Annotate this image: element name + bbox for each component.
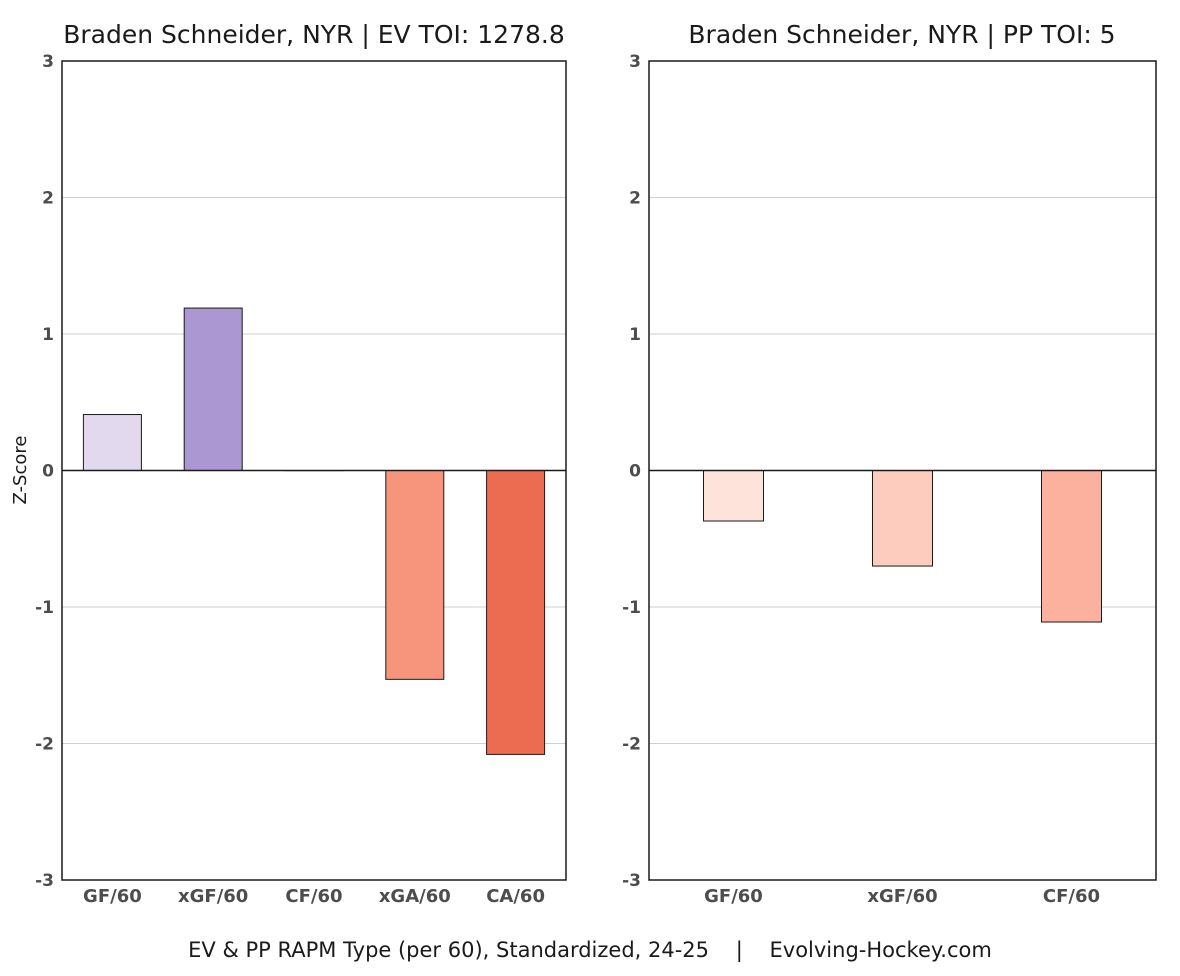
bar-xga-per-60 (385, 470, 445, 680)
x-tick-label: CA/60 (486, 886, 545, 907)
x-tick-label: GF/60 (83, 886, 142, 907)
x-tick-label: xGF/60 (178, 886, 248, 907)
y-tick-label: 0 (629, 462, 641, 482)
bar-ca-per-60 (486, 470, 546, 755)
panel-1-title: Braden Schneider, NYR | EV TOI: 1278.8 (63, 20, 565, 49)
panel-border (648, 60, 1157, 881)
y-tick-label: -1 (35, 598, 54, 618)
x-tick-label: CF/60 (1043, 886, 1100, 907)
bar-xgf-per-60 (183, 307, 243, 471)
y-tick-label: 1 (42, 325, 54, 345)
bar-cf-per-60 (1041, 470, 1102, 623)
x-tick-label: GF/60 (704, 886, 763, 907)
figure-caption: EV & PP RAPM Type (per 60), Standardized… (188, 938, 992, 963)
x-tick-label: xGA/60 (379, 886, 451, 907)
y-tick-label: -1 (622, 598, 641, 618)
y-tick-label: 3 (629, 52, 641, 72)
bar-xgf-per-60 (872, 470, 933, 567)
x-tick-label: xGF/60 (867, 886, 937, 907)
y-tick-label: 2 (629, 189, 641, 209)
y-tick-label: 3 (42, 52, 54, 72)
chart-panel-1: Braden Schneider, NYR | EV TOI: 1278.8 3 2… (35, 20, 567, 907)
y-tick-label: -3 (35, 871, 54, 891)
panel-border (61, 60, 567, 881)
bar-gf-per-60 (82, 414, 142, 472)
chart-panel-2: Braden Schneider, NYR | PP TOI: 5 3 2 1 0 -1 -… (622, 20, 1157, 907)
y-tick-label: 0 (42, 462, 54, 482)
panel-2-title: Braden Schneider, NYR | PP TOI: 5 (688, 20, 1115, 49)
y-tick-label: -2 (622, 735, 641, 755)
y-tick-label: 2 (42, 189, 54, 209)
y-tick-label: -2 (35, 735, 54, 755)
y-tick-label: -3 (622, 871, 641, 891)
y-axis-title: Z-Score (10, 436, 31, 505)
x-tick-label: CF/60 (285, 886, 342, 907)
y-tick-label: 1 (629, 325, 641, 345)
bar-gf-per-60 (703, 470, 764, 522)
